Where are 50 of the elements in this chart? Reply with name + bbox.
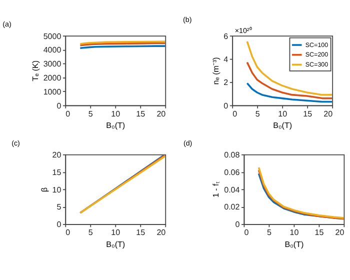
y-tick-label: 4 <box>224 54 229 64</box>
y-tick-label: 0 <box>56 220 62 230</box>
y-axis-title: nₑ (m⁻³) <box>211 56 220 85</box>
y-tick-label: 0 <box>224 101 229 110</box>
y-tick-label: 4000 <box>43 46 62 55</box>
x-axis-title: B₀(T) <box>273 121 292 130</box>
line-series <box>246 61 332 100</box>
y-tick-label: 2000 <box>43 74 62 83</box>
x-tick-label: 15 <box>136 228 146 238</box>
x-tick-label: 0 <box>66 109 71 118</box>
y-tick-label: 15 <box>52 168 62 177</box>
y-tick-label: 0.02 <box>224 202 240 212</box>
line-series <box>246 40 332 96</box>
y-axis-title: β <box>40 186 49 192</box>
x-tick-label: 5 <box>266 228 272 238</box>
x-tick-label: 10 <box>278 109 288 118</box>
x-tick-label: 10 <box>111 228 121 238</box>
y-tick-label: 0.04 <box>224 185 240 194</box>
x-tick-label: 20 <box>324 109 334 118</box>
x-tick-label: 20 <box>335 228 345 238</box>
x-tick-label: 5 <box>255 109 260 118</box>
x-tick-label: 10 <box>290 228 300 238</box>
x-tick-label: 0 <box>66 228 71 238</box>
y-tick-label: 2 <box>224 78 229 88</box>
y-tick-label: 0.06 <box>224 168 240 177</box>
y-tick-label: 1000 <box>43 87 62 96</box>
y-tick-label: 20 <box>52 150 62 160</box>
x-axis-title: B₀(T) <box>106 121 126 130</box>
x-tick-label: 5 <box>88 228 94 238</box>
x-tick-label: 15 <box>303 109 313 118</box>
x-axis-title: B₀(T) <box>106 240 126 249</box>
y-tick-label: 3000 <box>43 60 62 69</box>
x-tick-label: 15 <box>314 228 324 238</box>
y-tick-label: 5000 <box>43 32 62 41</box>
x-tick-label: 10 <box>111 109 121 118</box>
x-tick-label: 5 <box>88 109 94 118</box>
y-tick-label: 6 <box>224 32 229 41</box>
y-axis-title: 1 - fₜ <box>212 182 221 198</box>
x-axis-title: B₀(T) <box>284 240 304 249</box>
y-axis-title: Tₑ (K) <box>30 60 40 82</box>
x-tick-label: 20 <box>156 109 166 118</box>
y-tick-label: 0.08 <box>224 150 240 160</box>
y-tick-label: 10 <box>52 185 62 194</box>
x-tick-label: 15 <box>136 109 146 118</box>
y-tick-label: 5 <box>56 202 62 212</box>
y-tick-label: 0 <box>56 101 62 110</box>
line-series <box>246 82 332 103</box>
x-tick-label: 20 <box>156 228 166 238</box>
x-tick-label: 0 <box>244 228 250 238</box>
y-tick-label: 0 <box>235 220 240 230</box>
